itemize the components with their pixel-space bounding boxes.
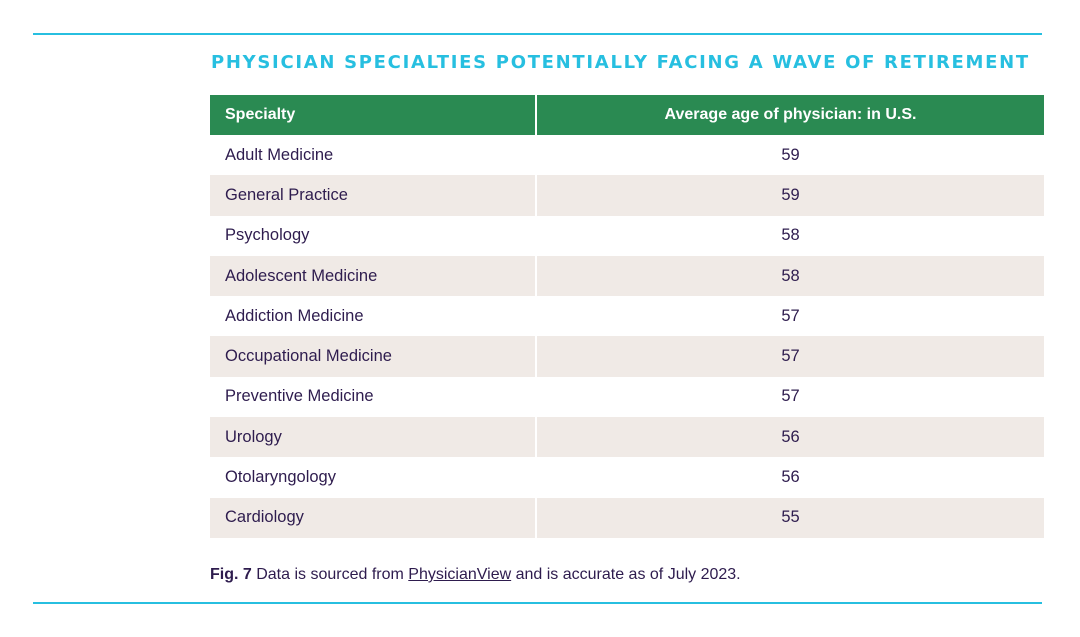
specialty-cell: Addiction Medicine xyxy=(225,306,364,325)
top-divider xyxy=(33,33,1042,35)
bottom-divider xyxy=(33,602,1042,604)
specialty-cell: General Practice xyxy=(225,185,348,204)
table-row: Otolaryngology 56 xyxy=(210,457,1044,498)
page-title: PHYSICIAN SPECIALTIES POTENTIALLY FACING… xyxy=(211,52,1030,73)
table-row: Addiction Medicine 57 xyxy=(210,296,1044,337)
average-age-cell: 57 xyxy=(535,296,1044,337)
column-header-average-age: Average age of physician: in U.S. xyxy=(535,95,1044,135)
table-row: Adult Medicine 59 xyxy=(210,135,1044,176)
average-age-cell: 55 xyxy=(535,497,1044,538)
specialty-cell: Occupational Medicine xyxy=(225,347,392,366)
specialty-cell: Adolescent Medicine xyxy=(225,266,378,285)
column-header-specialty: Specialty xyxy=(225,106,296,123)
table-row: General Practice 59 xyxy=(210,175,1044,216)
average-age-cell: 59 xyxy=(535,135,1044,176)
specialty-cell: Preventive Medicine xyxy=(225,387,374,406)
table-row: Urology 56 xyxy=(210,417,1044,458)
average-age-cell: 57 xyxy=(535,336,1044,377)
caption-text-before: Data is sourced from xyxy=(251,566,409,583)
average-age-cell: 56 xyxy=(535,457,1044,498)
table-header-row: Specialty Average age of physician: in U… xyxy=(210,95,1044,135)
average-age-cell: 58 xyxy=(535,255,1044,297)
figure-caption: Fig. 7 Data is sourced from PhysicianVie… xyxy=(210,566,741,584)
table-row: Occupational Medicine 57 xyxy=(210,336,1044,377)
caption-text-after: and is accurate as of July 2023. xyxy=(511,566,741,583)
table-row: Adolescent Medicine 58 xyxy=(210,255,1044,297)
average-age-cell: 59 xyxy=(535,175,1044,216)
table-row: Cardiology 55 xyxy=(210,497,1044,538)
specialty-cell: Otolaryngology xyxy=(225,468,336,487)
average-age-cell: 58 xyxy=(535,215,1044,256)
specialty-cell: Urology xyxy=(225,427,282,446)
specialty-cell: Cardiology xyxy=(225,508,304,527)
specialty-cell: Psychology xyxy=(225,226,310,245)
table-row: Psychology 58 xyxy=(210,215,1044,256)
average-age-cell: 57 xyxy=(535,376,1044,418)
specialty-age-table: Specialty Average age of physician: in U… xyxy=(210,95,1044,538)
physicianview-link[interactable]: PhysicianView xyxy=(408,566,512,583)
specialty-cell: Adult Medicine xyxy=(225,145,334,164)
average-age-cell: 56 xyxy=(535,417,1044,458)
figure-label: Fig. 7 xyxy=(210,566,252,583)
table-row: Preventive Medicine 57 xyxy=(210,376,1044,418)
